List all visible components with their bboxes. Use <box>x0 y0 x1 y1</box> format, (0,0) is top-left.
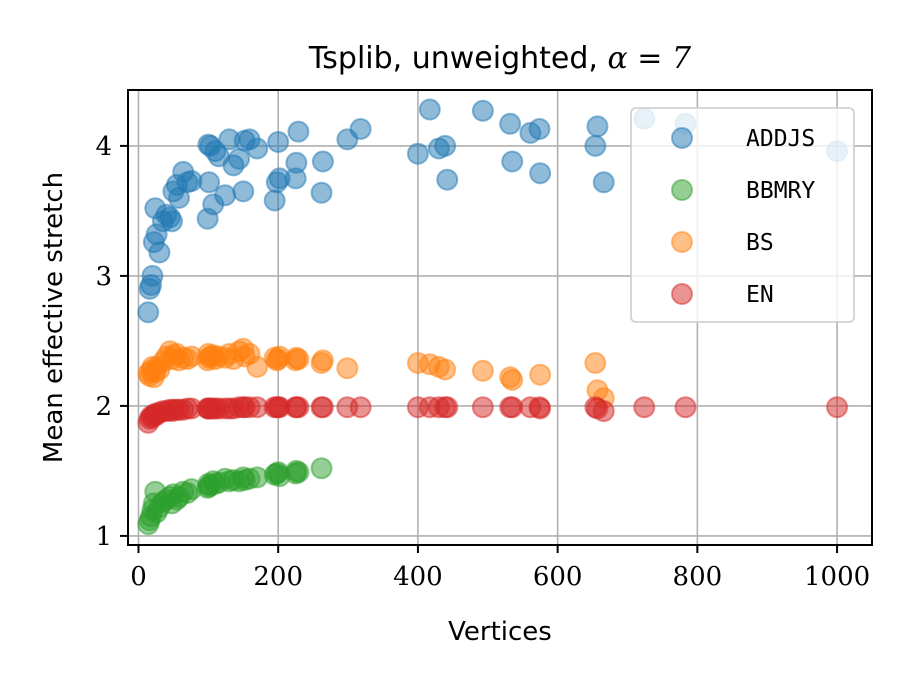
data-point <box>141 264 164 287</box>
data-point <box>436 396 459 419</box>
data-point <box>418 98 441 121</box>
data-point <box>501 368 524 391</box>
data-point <box>214 184 237 207</box>
series-en <box>137 396 849 434</box>
data-point <box>148 241 171 264</box>
data-point <box>311 396 334 419</box>
data-point <box>310 457 333 480</box>
y-axis-label: Mean effective stretch <box>39 172 69 463</box>
data-points <box>137 98 849 536</box>
data-point <box>499 112 522 135</box>
x-tick-label: 200 <box>253 562 303 592</box>
data-point <box>592 171 615 194</box>
data-point <box>287 348 310 371</box>
data-point <box>246 137 269 160</box>
data-point <box>434 358 457 381</box>
legend: ADDJS BBMRY BS EN <box>630 107 855 323</box>
data-point <box>674 396 697 419</box>
data-point <box>529 162 552 185</box>
data-point <box>161 210 184 233</box>
data-point <box>592 400 615 423</box>
x-tick-label: 0 <box>130 562 147 592</box>
data-point <box>310 181 333 204</box>
data-point <box>529 363 552 386</box>
legend-label: BBMRY <box>746 178 815 204</box>
chart-title: Tsplib, unweighted, α = 7 <box>308 41 692 76</box>
data-point <box>349 118 372 140</box>
series-bbmry <box>137 457 333 536</box>
data-point <box>529 397 552 420</box>
legend-label: ADDJS <box>746 126 815 152</box>
data-point <box>633 396 656 419</box>
x-tick-label: 400 <box>393 562 443 592</box>
legend-marker <box>671 179 693 201</box>
x-tick-label: 800 <box>673 562 723 592</box>
data-point <box>349 396 372 419</box>
data-point <box>826 396 849 419</box>
data-point <box>501 150 524 173</box>
legend-label: BS <box>746 230 774 256</box>
chart-title-prefix: Tsplib, unweighted, <box>308 41 608 76</box>
data-point <box>287 461 310 484</box>
y-tick-label: 1 <box>95 522 112 552</box>
data-point <box>311 150 334 173</box>
data-point <box>285 151 308 174</box>
data-point <box>584 134 607 157</box>
data-point <box>471 99 494 122</box>
data-point <box>246 355 269 378</box>
data-point <box>406 142 429 165</box>
data-point <box>287 396 310 419</box>
data-point <box>263 189 286 212</box>
axis-ticks: 0 200 400 600 800 1000 1 2 3 4 <box>95 132 870 592</box>
data-point <box>198 171 221 194</box>
x-axis-label: Vertices <box>448 617 552 647</box>
data-point <box>471 396 494 419</box>
legend-label: EN <box>746 282 774 308</box>
legend-marker <box>671 231 693 253</box>
data-point <box>471 359 494 382</box>
data-point <box>137 301 160 324</box>
y-tick-label: 2 <box>95 392 112 422</box>
data-point <box>434 134 457 157</box>
data-point <box>586 115 609 138</box>
chart-title-math: α = 7 <box>608 41 692 76</box>
data-point <box>436 168 459 191</box>
x-tick-label: 600 <box>533 562 583 592</box>
legend-marker <box>671 283 693 305</box>
y-tick-label: 4 <box>95 132 112 162</box>
data-point <box>584 352 607 374</box>
legend-box <box>630 107 855 323</box>
axes-frame <box>127 89 873 546</box>
data-point <box>311 349 334 372</box>
data-point <box>267 131 290 153</box>
x-tick-label: 1000 <box>804 562 870 592</box>
data-point <box>501 396 524 419</box>
data-point <box>528 118 551 140</box>
series-bs <box>137 337 615 410</box>
data-point <box>228 147 251 170</box>
data-point <box>336 357 359 380</box>
series-addjs <box>137 98 849 324</box>
y-tick-label: 3 <box>95 262 112 292</box>
data-point <box>287 120 310 143</box>
data-point <box>232 180 255 203</box>
legend-marker <box>671 127 693 149</box>
